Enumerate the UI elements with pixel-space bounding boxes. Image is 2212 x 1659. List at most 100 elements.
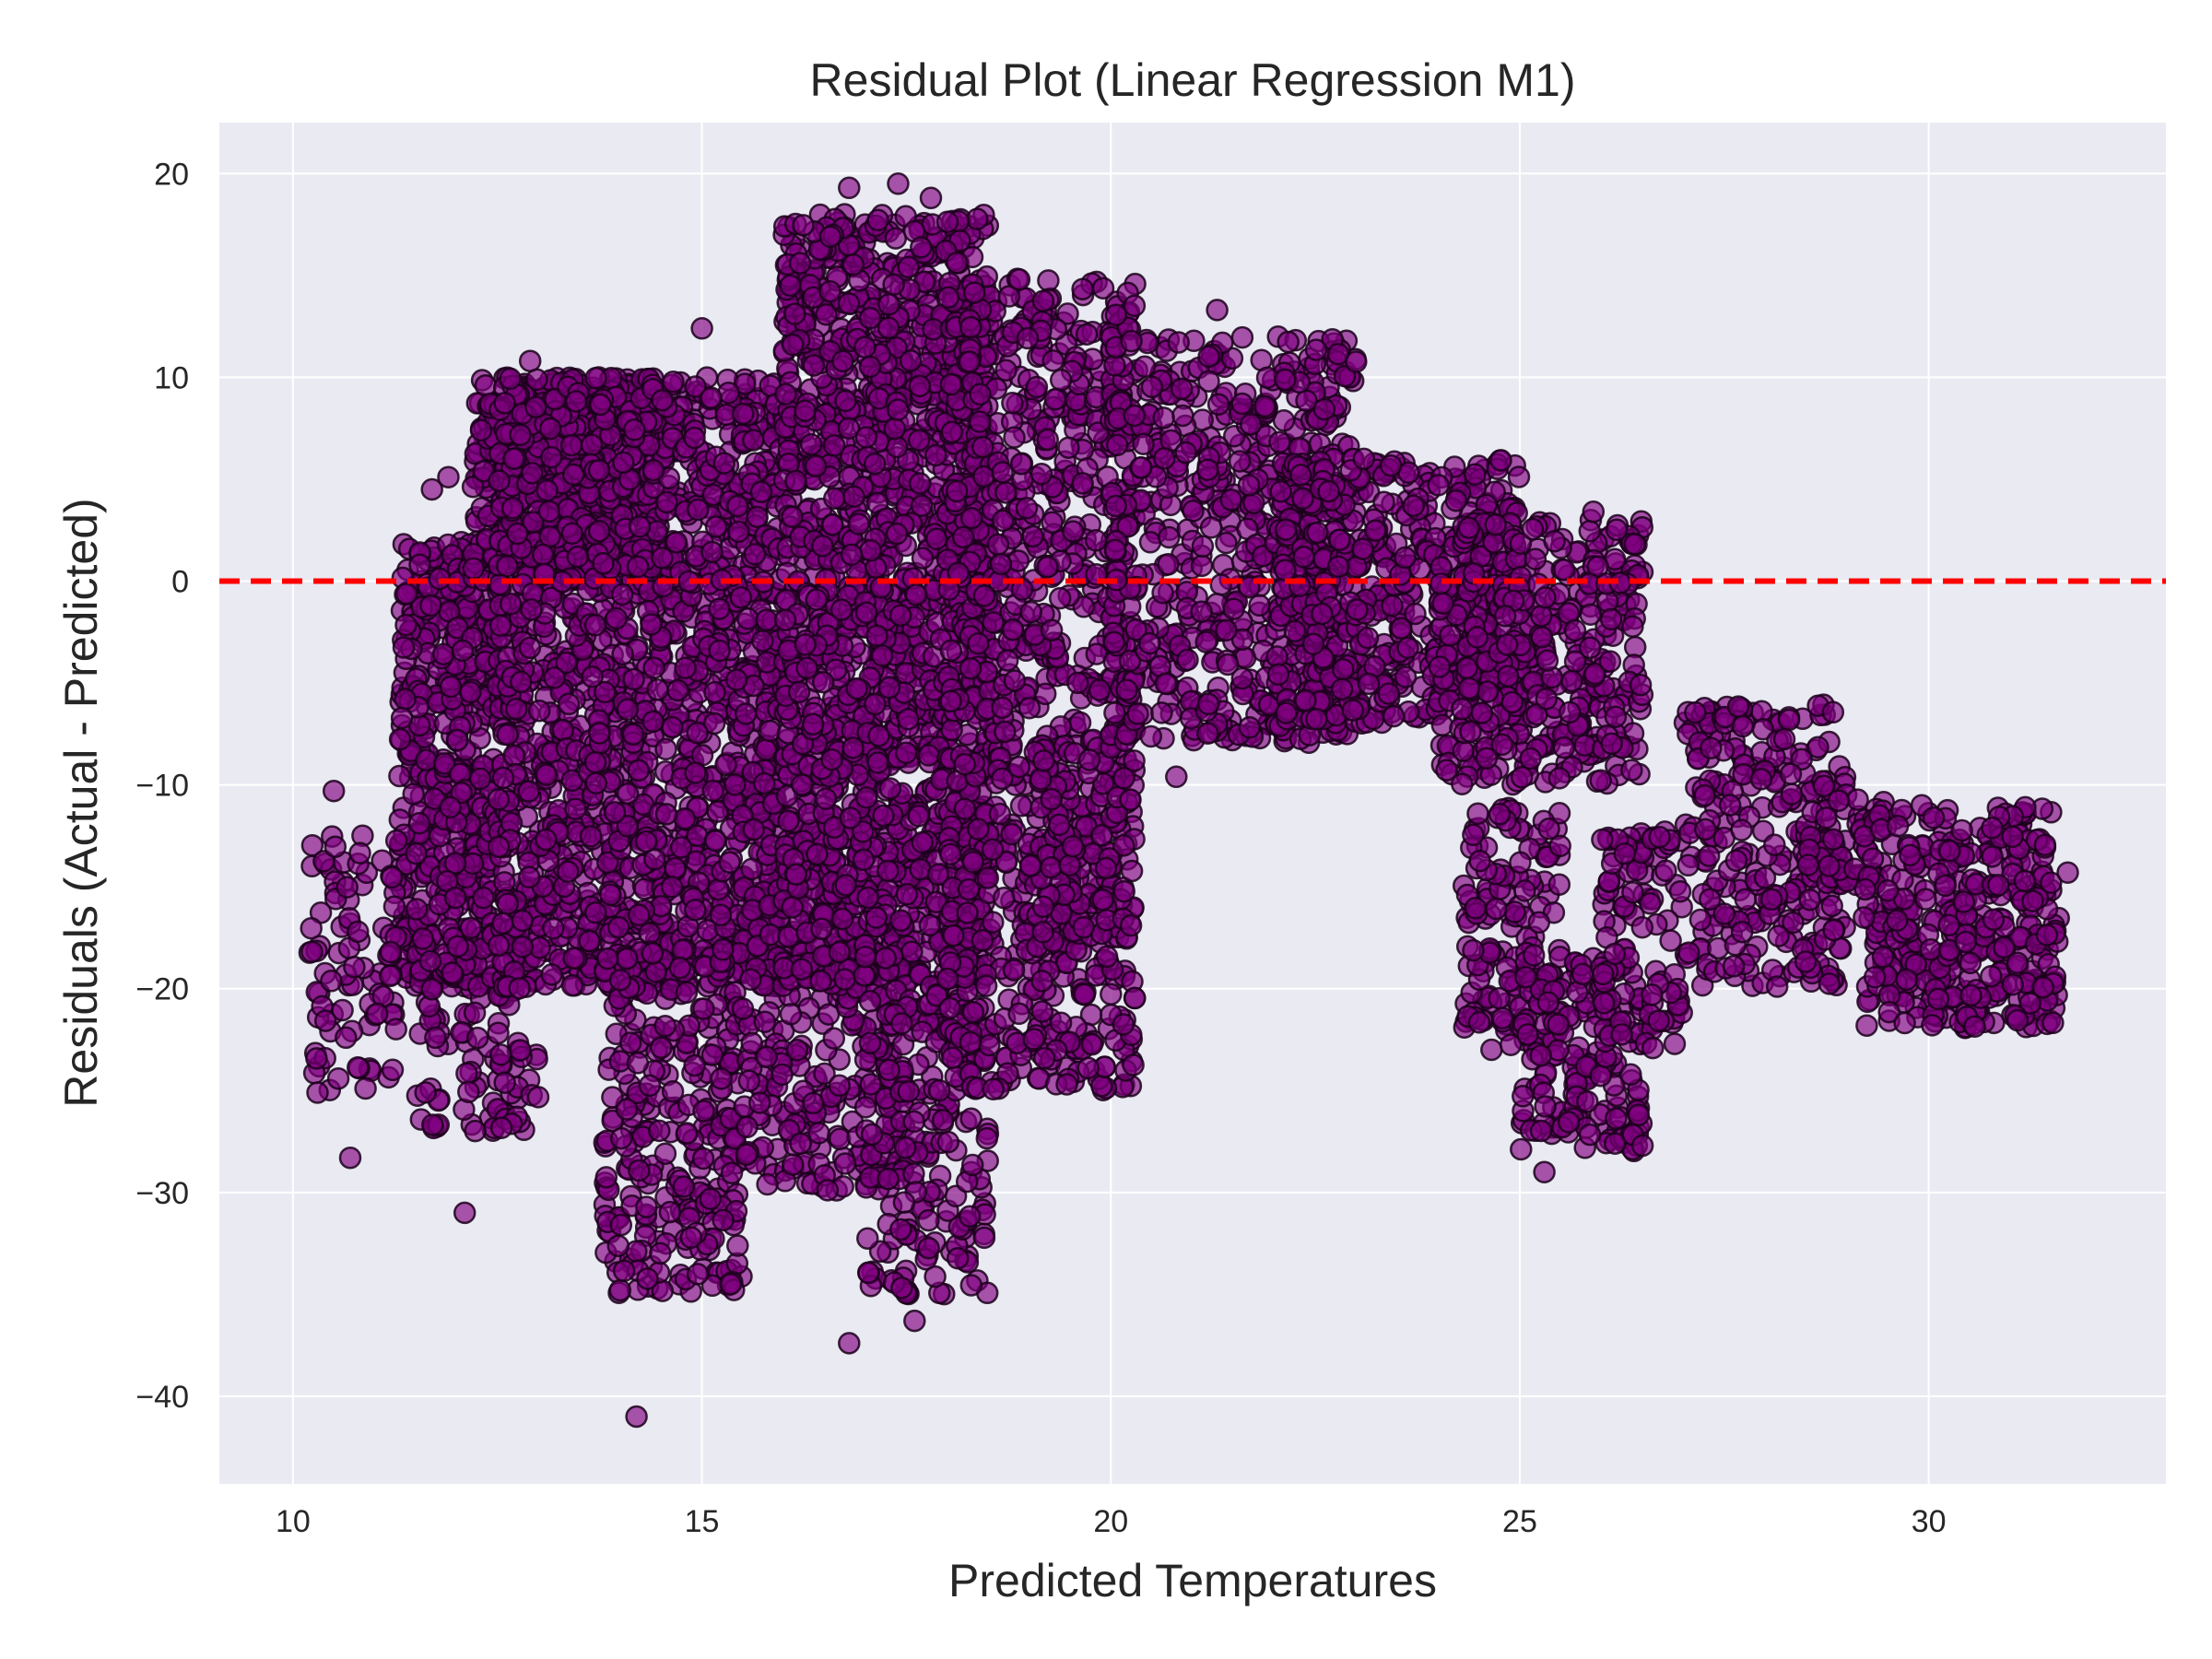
scatter-point [889,909,912,932]
scatter-point [845,677,868,700]
scatter-point [712,452,735,475]
scatter-point [641,458,665,482]
scatter-point [805,588,829,611]
scatter-point [382,895,406,918]
scatter-point [411,927,434,950]
scatter-point [518,636,542,660]
scatter-point [700,1043,724,1066]
scatter-point [488,614,512,637]
scatter-point [899,349,923,372]
scatter-point [415,748,438,772]
scatter-point [489,1043,512,1066]
scatter-point [650,1036,673,1059]
scatter-point [502,744,525,767]
scatter-point [347,1055,370,1079]
scatter-point [526,1086,550,1109]
scatter-point [560,522,584,546]
scatter-point [392,636,416,659]
scatter-point [459,680,482,704]
scatter-point [675,981,699,1005]
scatter-point [531,543,555,567]
scatter-point [703,680,726,704]
scatter-point [735,1115,759,1139]
scatter-point [699,1187,723,1210]
scatter-point [704,515,728,538]
scatter-point [686,721,709,745]
scatter-point [692,997,715,1020]
scatter-point [746,505,769,529]
scatter-point [300,916,323,940]
scatter-point [566,545,590,569]
scatter-point [830,598,853,621]
scatter-point [781,333,805,357]
scatter-point [508,976,531,1000]
scatter-point [424,1026,447,1050]
scatter-point [487,934,511,957]
scatter-point [666,678,689,702]
scatter-point [701,779,724,803]
scatter-point [852,848,876,872]
scatter-point [665,531,688,554]
scatter-point [621,723,645,746]
scatter-point [394,688,417,711]
scatter-point [638,1074,662,1098]
scatter-point [616,698,640,722]
scatter-point [714,753,737,776]
scatter-point [784,469,807,493]
scatter-point [753,771,776,795]
scatter-point [679,1226,703,1249]
scatter-point [897,255,920,279]
scatter-point [562,947,585,970]
scatter-point [735,1143,759,1167]
scatter-point [828,1074,851,1098]
scatter-point [885,435,909,459]
scatter-point [683,426,706,450]
scatter-point [635,1195,658,1218]
scatter-point [468,767,492,791]
scatter-point [783,302,806,325]
scatter-point [539,445,563,469]
scatter-point [611,642,634,666]
scatter-point [300,940,324,963]
scatter-point [583,614,607,637]
scatter-point [489,1116,513,1139]
scatter-point [806,842,829,866]
scatter-point [384,1018,407,1041]
scatter-point [855,786,878,809]
scatter-point [895,883,919,906]
scatter-point [609,1126,633,1150]
scatter-point [623,418,646,441]
scatter-point [858,306,882,330]
scatter-point [866,751,889,774]
scatter-point [605,606,628,630]
scatter-point [729,585,753,609]
scatter-point [538,417,562,441]
scatter-point [493,1071,516,1094]
scatter-point [488,469,511,492]
scatter-point [727,520,750,544]
scatter-point [384,829,408,853]
scatter-point [305,1047,328,1070]
scatter-point [870,644,894,667]
scatter-point [394,613,418,637]
scatter-point [511,935,535,959]
scatter-point [496,555,519,578]
scatter-point [502,447,525,471]
scatter-point [612,451,635,475]
scatter-point [837,292,861,315]
scatter-point [542,916,565,940]
scatter-point [807,1122,830,1145]
scatter-point [634,830,658,853]
scatter-point [709,903,733,927]
scatter-point [584,367,607,390]
scatter-point [900,940,924,964]
scatter-point [505,697,528,721]
scatter-point [626,1052,650,1075]
scatter-point [734,702,758,725]
scatter-point [700,386,723,409]
scatter-point [790,958,814,981]
scatter-point [653,1142,677,1165]
scatter-point [674,656,697,680]
scatter-point [418,949,442,973]
